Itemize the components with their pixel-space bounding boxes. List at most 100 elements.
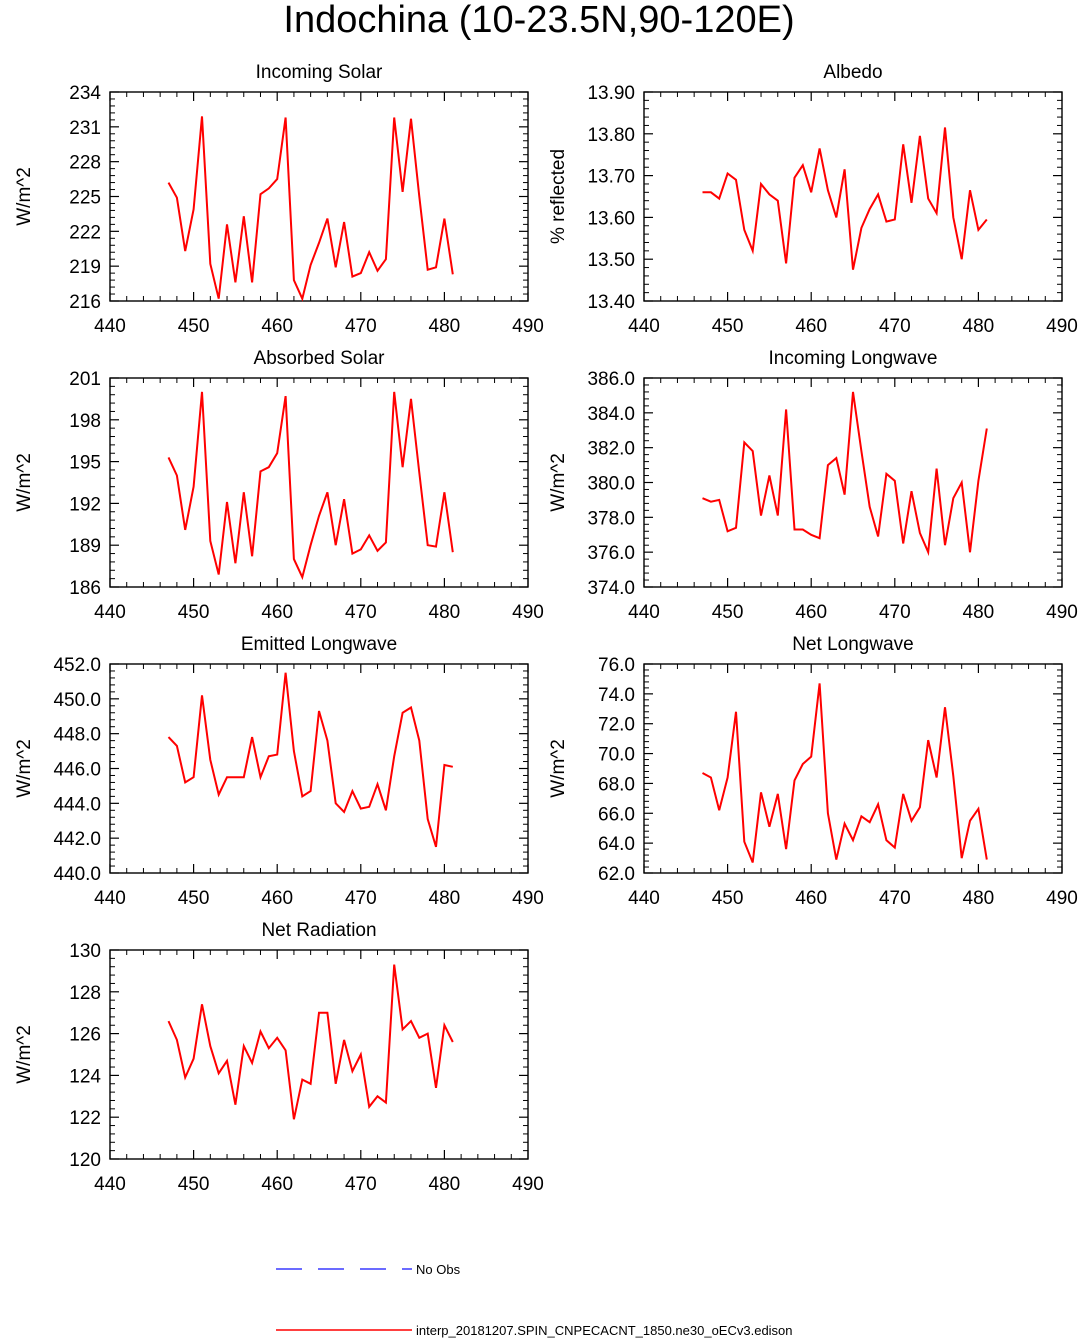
x-tick-label: 460 bbox=[795, 888, 827, 909]
panel-title: Net Radiation bbox=[261, 920, 376, 941]
y-tick-label: 201 bbox=[69, 369, 101, 390]
x-tick-label: 460 bbox=[795, 316, 827, 337]
x-tick-label: 490 bbox=[1046, 316, 1078, 337]
plot-frame bbox=[109, 91, 529, 302]
panel-1: Incoming Solar W/m^2 216 219 222 225 228 231 234… bbox=[14, 62, 544, 337]
panel-3: Absorbed Solar W/m^2 186 189 192 195 198 201 440… bbox=[14, 348, 544, 623]
figure-title: Indochina (10-23.5N,90-120E) bbox=[283, 0, 795, 41]
panel-6: Net Longwave W/m^2 62.0 64.0 66.0 68.0 70.0 72.… bbox=[548, 634, 1078, 909]
y-axis-label: W/m^2 bbox=[548, 453, 569, 512]
y-tick-label: 384.0 bbox=[587, 404, 635, 425]
plot-frame bbox=[643, 663, 1063, 874]
y-tick-label: 70.0 bbox=[598, 745, 635, 766]
y-tick-label: 68.0 bbox=[598, 774, 635, 795]
x-tick-label: 490 bbox=[1046, 602, 1078, 623]
x-tick-label: 440 bbox=[94, 1174, 126, 1195]
series-line-model bbox=[167, 672, 454, 848]
x-tick-label: 480 bbox=[963, 316, 995, 337]
y-tick-label: 376.0 bbox=[587, 543, 635, 564]
x-tick-label: 450 bbox=[178, 602, 210, 623]
x-tick-label: 440 bbox=[94, 602, 126, 623]
y-tick-label: 128 bbox=[69, 983, 101, 1004]
panel-title: Net Longwave bbox=[792, 634, 913, 655]
x-tick-label: 440 bbox=[94, 888, 126, 909]
x-tick-label: 450 bbox=[712, 316, 744, 337]
series-line-model bbox=[167, 391, 454, 581]
panel-4: Incoming Longwave W/m^2 374.0 376.0 378.0 380… bbox=[548, 348, 1078, 623]
x-tick-label: 470 bbox=[345, 602, 377, 623]
plot-frame bbox=[109, 949, 529, 1160]
legend-model-label: interp_20181207.SPIN_CNPECACNT_1850.ne30… bbox=[416, 1323, 793, 1338]
y-axis-label: W/m^2 bbox=[14, 167, 35, 226]
y-tick-label: 450.0 bbox=[53, 690, 101, 711]
panel-5: Emitted Longwave W/m^2 440.0 442.0 444.0 446.… bbox=[14, 634, 544, 909]
series-line-model bbox=[167, 116, 454, 302]
y-tick-label: 192 bbox=[69, 494, 101, 515]
x-tick-label: 470 bbox=[879, 316, 911, 337]
y-tick-label: 13.60 bbox=[587, 208, 635, 229]
x-tick-label: 440 bbox=[628, 602, 660, 623]
panel-2: Albedo % reflected 13.40 13.50 13.60 13.70 13.… bbox=[548, 62, 1078, 337]
y-tick-label: 374.0 bbox=[587, 578, 635, 599]
x-tick-label: 450 bbox=[178, 888, 210, 909]
x-tick-label: 440 bbox=[628, 316, 660, 337]
y-tick-label: 66.0 bbox=[598, 804, 635, 825]
y-tick-label: 378.0 bbox=[587, 508, 635, 529]
y-tick-label: 189 bbox=[69, 536, 101, 557]
series-line-model bbox=[702, 391, 988, 557]
y-tick-label: 452.0 bbox=[53, 655, 101, 676]
y-tick-label: 444.0 bbox=[53, 794, 101, 815]
y-tick-label: 120 bbox=[69, 1150, 101, 1171]
x-tick-label: 490 bbox=[512, 1174, 544, 1195]
x-tick-label: 470 bbox=[879, 888, 911, 909]
x-tick-label: 490 bbox=[512, 888, 544, 909]
y-tick-label: 72.0 bbox=[598, 715, 635, 736]
panel-title: Incoming Solar bbox=[256, 62, 383, 83]
plot-frame bbox=[643, 377, 1063, 588]
y-tick-label: 122 bbox=[69, 1108, 101, 1129]
x-tick-label: 460 bbox=[261, 602, 293, 623]
y-tick-label: 13.70 bbox=[587, 167, 635, 188]
x-tick-label: 460 bbox=[261, 888, 293, 909]
y-tick-label: 225 bbox=[69, 188, 101, 209]
chart-panels: Incoming Solar W/m^2 216 219 222 225 228 231 234… bbox=[14, 62, 1078, 1195]
series-line-model bbox=[702, 127, 988, 270]
x-tick-label: 480 bbox=[429, 1174, 461, 1195]
y-tick-label: 380.0 bbox=[587, 474, 635, 495]
x-tick-label: 460 bbox=[795, 602, 827, 623]
x-tick-label: 450 bbox=[178, 1174, 210, 1195]
y-axis-label: W/m^2 bbox=[14, 1025, 35, 1084]
series-line-model bbox=[702, 683, 988, 863]
y-tick-label: 446.0 bbox=[53, 760, 101, 781]
y-tick-label: 74.0 bbox=[598, 685, 635, 706]
x-tick-label: 480 bbox=[429, 602, 461, 623]
x-tick-label: 440 bbox=[94, 316, 126, 337]
x-tick-label: 480 bbox=[429, 316, 461, 337]
x-tick-label: 480 bbox=[963, 602, 995, 623]
x-tick-label: 480 bbox=[963, 888, 995, 909]
panel-7: Net Radiation W/m^2 120 122 124 126 128 130 440 4… bbox=[14, 920, 544, 1195]
y-tick-label: 222 bbox=[69, 222, 101, 243]
plot-frame bbox=[109, 663, 529, 874]
series-line-model bbox=[167, 964, 454, 1120]
y-tick-label: 195 bbox=[69, 453, 101, 474]
y-tick-label: 234 bbox=[69, 83, 101, 104]
x-tick-label: 440 bbox=[628, 888, 660, 909]
legend-obs-label: No Obs bbox=[416, 1262, 461, 1277]
plot-frame bbox=[643, 91, 1063, 302]
y-tick-label: 231 bbox=[69, 118, 101, 139]
x-tick-label: 460 bbox=[261, 1174, 293, 1195]
y-tick-label: 124 bbox=[69, 1066, 101, 1087]
x-tick-label: 470 bbox=[345, 1174, 377, 1195]
x-tick-label: 460 bbox=[261, 316, 293, 337]
y-tick-label: 440.0 bbox=[53, 864, 101, 885]
y-axis-label: % reflected bbox=[548, 149, 569, 244]
y-tick-label: 228 bbox=[69, 153, 101, 174]
y-tick-label: 386.0 bbox=[587, 369, 635, 390]
y-tick-label: 64.0 bbox=[598, 834, 635, 855]
y-tick-label: 216 bbox=[69, 292, 101, 313]
plot-frame bbox=[109, 377, 529, 588]
y-tick-label: 130 bbox=[69, 941, 101, 962]
y-tick-label: 198 bbox=[69, 411, 101, 432]
y-tick-label: 13.50 bbox=[587, 250, 635, 271]
